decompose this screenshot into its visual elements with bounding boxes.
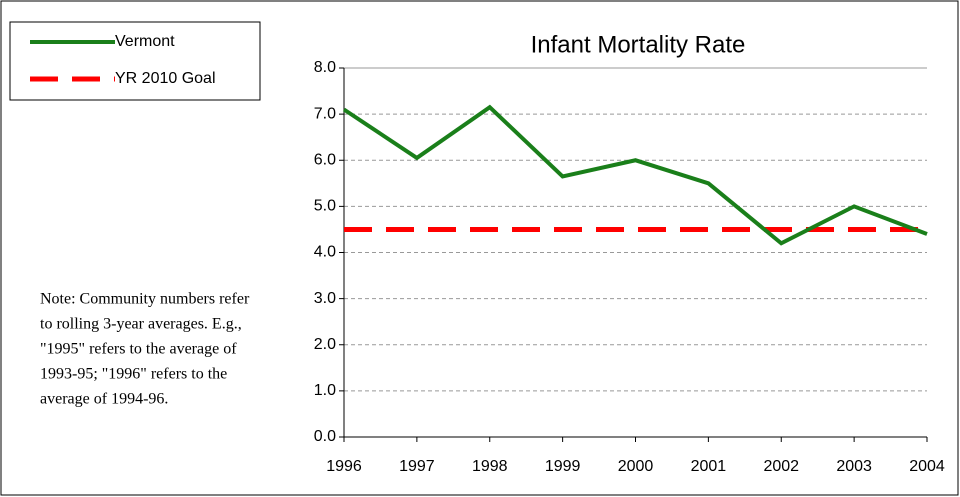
note-text: average of 1994-96. (40, 391, 168, 408)
y-tick-label: 8.0 (314, 59, 336, 76)
y-tick-label: 2.0 (314, 336, 336, 353)
legend-label: Vermont (115, 33, 175, 50)
x-tick-label: 1999 (545, 458, 581, 475)
y-tick-label: 7.0 (314, 105, 336, 122)
x-tick-label: 1996 (326, 458, 362, 475)
y-tick-label: 1.0 (314, 382, 336, 399)
x-tick-label: 1997 (399, 458, 435, 475)
note-text: 1993-95; "1996" refers to the (40, 366, 227, 383)
x-tick-label: 2001 (691, 458, 727, 475)
legend-label: YR 2010 Goal (115, 70, 216, 87)
x-tick-label: 2000 (618, 458, 654, 475)
note-text: "1995" refers to the average of (40, 341, 237, 358)
note-text: to rolling 3-year averages. E.g., (40, 316, 242, 333)
x-tick-label: 2002 (763, 458, 799, 475)
x-tick-label: 2003 (836, 458, 872, 475)
y-tick-label: 3.0 (314, 290, 336, 307)
y-tick-label: 0.0 (314, 428, 336, 445)
y-tick-label: 6.0 (314, 151, 336, 168)
note-text: Note: Community numbers refer (40, 291, 250, 308)
chart-title: Infant Mortality Rate (531, 31, 746, 58)
x-tick-label: 1998 (472, 458, 508, 475)
y-tick-label: 5.0 (314, 198, 336, 215)
series-line (342, 104, 928, 246)
y-tick-label: 4.0 (314, 244, 336, 261)
x-tick-label: 2004 (909, 458, 945, 475)
legend-box (9, 21, 261, 101)
